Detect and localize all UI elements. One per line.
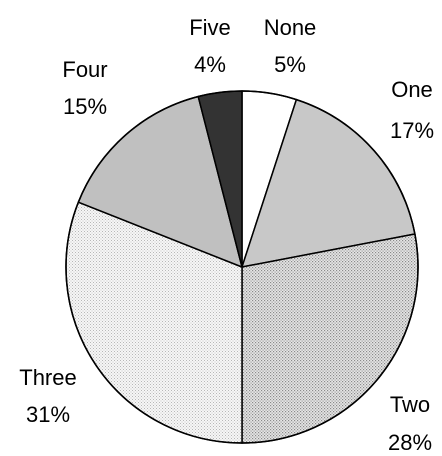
slice-value-four: 15% [63, 94, 107, 119]
pie-outline [65, 90, 419, 444]
slice-label-two: Two [390, 392, 430, 417]
slice-value-none: 5% [274, 52, 306, 77]
slice-label-none: None [264, 15, 317, 40]
slice-label-four: Four [62, 57, 107, 82]
slice-value-two: 28% [388, 430, 432, 455]
slice-value-three: 31% [26, 402, 70, 427]
pie-slices [65, 90, 419, 444]
slice-label-three: Three [19, 365, 76, 390]
slice-label-five: Five [189, 15, 231, 40]
slice-value-five: 4% [194, 52, 226, 77]
pie-labels: None 5% One 17% Two 28% Three 31% Four 15% Five 4% [19, 15, 434, 455]
slice-value-one: 17% [390, 118, 434, 143]
slice-label-one: One [391, 77, 433, 102]
